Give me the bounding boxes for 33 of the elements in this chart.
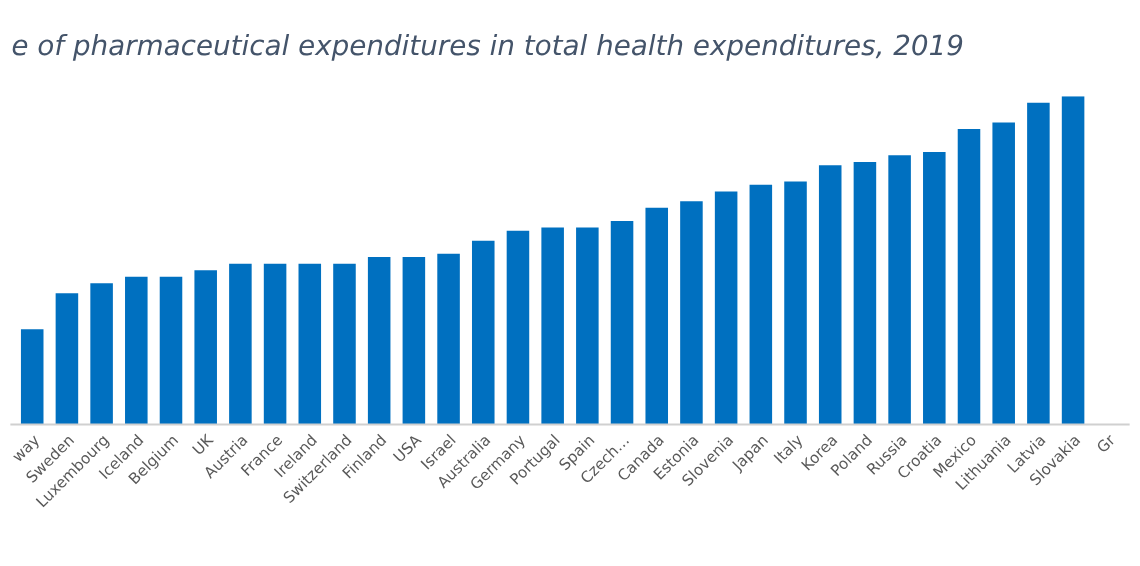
bar: [20, 329, 44, 425]
bar: [645, 207, 669, 425]
bar: [506, 230, 530, 425]
x-tick-label: Gr: [1095, 433, 1117, 454]
bar: [90, 283, 113, 425]
chart-title: e of pharmaceutical expenditures in total health expenditures, 2019: [12, 33, 963, 61]
bar: [541, 227, 564, 425]
bar: [1061, 96, 1085, 425]
bar: [923, 152, 946, 425]
bar: [1027, 102, 1050, 425]
bar: [263, 263, 287, 425]
bar: [992, 122, 1015, 425]
bar: [402, 257, 426, 425]
bar: [333, 263, 356, 425]
bar: [714, 191, 738, 425]
bar: [680, 201, 703, 425]
bar: [818, 165, 842, 425]
bar: [437, 253, 460, 425]
bar: [576, 227, 599, 425]
bar: [784, 181, 807, 425]
bar: [367, 257, 391, 425]
bar: [957, 129, 981, 425]
bar: [159, 276, 183, 425]
bar: [749, 184, 773, 425]
bar: [229, 263, 252, 425]
bar: [194, 270, 217, 425]
bar: [471, 240, 495, 425]
bar: [125, 276, 148, 425]
bar: [610, 220, 634, 425]
bar: [853, 161, 877, 425]
bar: [888, 155, 911, 425]
bar: [298, 263, 322, 425]
bar: [55, 293, 79, 425]
